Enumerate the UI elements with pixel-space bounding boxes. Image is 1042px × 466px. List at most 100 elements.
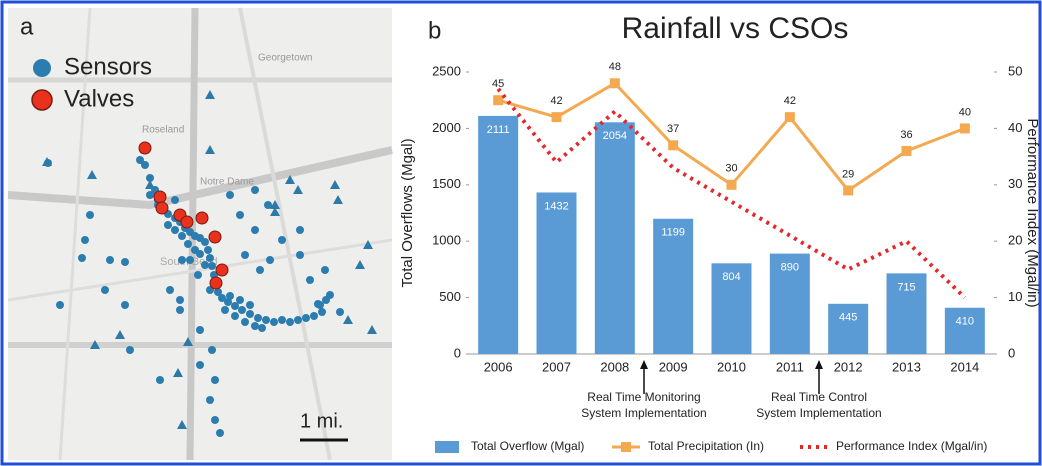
sensor [196, 250, 204, 258]
sensor-triangle [90, 340, 100, 349]
legend-label: Total Precipitation (In) [648, 439, 764, 453]
x-tick-label: 2006 [484, 359, 513, 374]
sensor [254, 314, 262, 322]
sensor [166, 286, 174, 294]
valve [209, 276, 223, 290]
sensor [208, 262, 216, 270]
sensor [126, 346, 134, 354]
bar [711, 263, 752, 354]
valve [138, 141, 152, 155]
sensor [121, 301, 129, 309]
y2-tick-label: 30 [1008, 176, 1022, 191]
sensor [326, 291, 334, 299]
bar [828, 303, 869, 354]
sensor [206, 396, 214, 404]
sensor-triangle [363, 240, 373, 249]
precipitation-label: 45 [492, 78, 504, 90]
sensor [241, 318, 249, 326]
sensor [211, 376, 219, 384]
valve [153, 190, 167, 204]
road [7, 238, 393, 302]
sensor [251, 322, 259, 330]
valve [215, 263, 229, 277]
y2-axis-label: Performance Index (Mgal/in) [1024, 118, 1041, 307]
sensor [196, 326, 204, 334]
sensor-triangle [183, 337, 193, 346]
bar-value-label: 2111 [487, 124, 510, 136]
sensor [164, 221, 172, 229]
sensor [294, 316, 302, 324]
x-tick-label: 2014 [950, 359, 979, 374]
sensor [310, 312, 318, 320]
sensor [256, 266, 264, 274]
sensor-triangle [270, 200, 280, 209]
sensor [221, 306, 229, 314]
x-tick-label: 2012 [834, 359, 863, 374]
annotation-arrowhead [815, 360, 823, 369]
sensor [184, 240, 192, 248]
legend-swatch [435, 441, 459, 453]
bar [478, 115, 519, 354]
sensor [201, 238, 209, 246]
sensor-triangle [293, 185, 303, 194]
legend-swatch [621, 442, 631, 452]
sensor-triangle [173, 368, 183, 377]
valve [195, 211, 209, 225]
map-panel: a Sensors Valves Georgetown Roseland Not… [7, 7, 393, 461]
sensor [251, 186, 259, 194]
sensor-triangle [42, 157, 52, 166]
sensor [178, 232, 186, 240]
bar-value-label: 890 [781, 262, 799, 274]
sensor [171, 226, 179, 234]
sensor [176, 306, 184, 314]
legend-marker [31, 89, 53, 111]
annotation-text: System Implementation [756, 406, 881, 420]
sensor-triangle [205, 90, 215, 99]
panel-label: b [428, 17, 441, 44]
legend-marker [33, 59, 51, 77]
performance-line [496, 87, 967, 300]
y2-tick-label: 50 [1008, 63, 1022, 78]
y-tick-label: 0 [454, 345, 461, 360]
sensor [156, 376, 164, 384]
sensor [81, 236, 89, 244]
bar [653, 218, 694, 354]
precipitation-point [784, 112, 795, 123]
precipitation-point [843, 185, 854, 196]
sensor [258, 324, 266, 332]
x-tick-label: 2009 [659, 359, 688, 374]
sensor [136, 156, 144, 164]
sensor [236, 211, 244, 219]
sensor [266, 256, 274, 264]
y-tick-label: 1000 [432, 233, 461, 248]
sensor-triangle [270, 207, 280, 216]
sensor [208, 346, 216, 354]
sensor [211, 416, 219, 424]
bar-value-label: 715 [897, 281, 915, 293]
sensor-triangle [177, 420, 187, 429]
legend-label: Sensors [64, 53, 152, 80]
sensor-triangle [343, 315, 353, 324]
sensor [278, 236, 286, 244]
sensor [186, 256, 194, 264]
bar-value-label: 410 [956, 316, 974, 328]
road [58, 7, 92, 461]
sensor [56, 301, 64, 309]
sensor [178, 256, 186, 264]
place-label: Notre Dame [200, 177, 254, 188]
valve [155, 201, 169, 215]
legend-label: Performance Index (Mgal/in) [836, 439, 987, 453]
sensor [171, 196, 179, 204]
sensor [241, 251, 249, 259]
sensor [236, 296, 244, 304]
sensor [201, 261, 209, 269]
sensor [306, 276, 314, 284]
sensor [302, 314, 310, 322]
sensor-triangle [285, 175, 295, 184]
road [7, 146, 393, 210]
y2-tick-label: 0 [1008, 345, 1015, 360]
bar [886, 273, 927, 354]
y-tick-label: 2000 [432, 120, 461, 135]
